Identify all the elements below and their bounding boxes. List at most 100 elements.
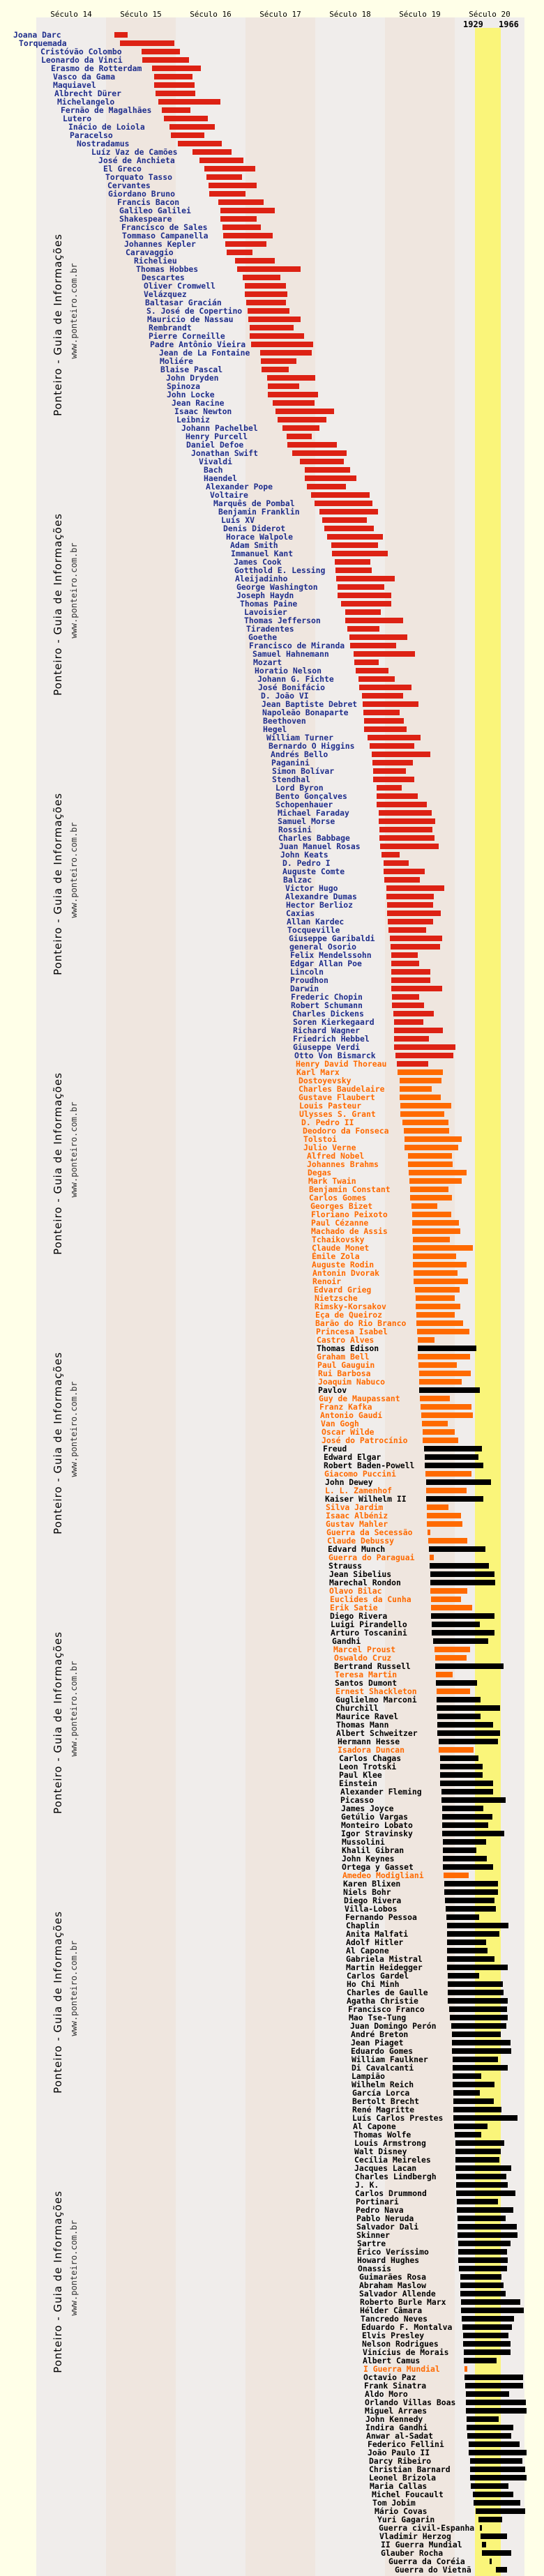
timeline-bar (448, 1998, 508, 2004)
timeline-bar (178, 141, 222, 146)
timeline-label: Anita Malfati (346, 1929, 409, 1939)
timeline-bar (432, 1630, 494, 1636)
timeline-bar (463, 2333, 508, 2338)
timeline-label: Charles Lindbergh (355, 2172, 437, 2181)
timeline-bar (381, 852, 400, 858)
timeline-label: Inácio de Loiola (68, 122, 145, 132)
timeline-bar (448, 1973, 479, 1979)
timeline-label: Gotthold E. Lessing (234, 565, 326, 575)
timeline-label: Paul Klee (339, 1770, 382, 1780)
timeline-label: Paganini (271, 758, 310, 768)
timeline-bar (164, 116, 208, 121)
timeline-label: Alexandre Dumas (285, 892, 357, 901)
watermark-title: Ponteiro - Guia de Informações (52, 1352, 64, 1534)
timeline-label: Otto Von Bismarck (294, 1051, 376, 1060)
timeline-bar (386, 894, 434, 899)
timeline-bar (315, 501, 372, 506)
timeline-label: Denis Diderot (223, 524, 286, 533)
timeline-bar (218, 199, 264, 205)
timeline-label: Descartes (142, 273, 185, 282)
timeline-label: Graham Bell (317, 1352, 370, 1362)
timeline-bar (220, 208, 275, 213)
timeline-label: Thomas Wolfe (354, 2130, 411, 2140)
timeline-bar (359, 685, 411, 690)
timeline-label: Al Capone (346, 1946, 389, 1956)
timeline-label: Nelson Rodrigues (362, 2339, 439, 2349)
timeline-bar (444, 1881, 498, 1887)
timeline-label: Marechal Rondon (329, 1578, 401, 1587)
timeline-bar (476, 2508, 525, 2514)
timeline-label: Guerra do Vietnã (395, 2565, 471, 2575)
timeline-label: Igor Stravinsky (341, 1829, 413, 1838)
timeline-label: Monteiro Lobato (341, 1820, 413, 1830)
timeline-label: Elvis Presley (362, 2331, 425, 2340)
timeline-label: John Keynes (342, 1854, 395, 1864)
timeline-label: John Kennedy (365, 2414, 423, 2424)
timeline-bar (418, 1354, 470, 1359)
timeline-label: Auguste Rodin (312, 1260, 375, 1270)
timeline-label: Oswaldo Cruz (334, 1653, 392, 1663)
timeline-bar (275, 409, 334, 414)
timeline-bar (430, 1580, 495, 1585)
timeline-bar (394, 1036, 429, 1042)
timeline-bar (311, 492, 370, 498)
timeline-label: Eça de Queiroz (315, 1310, 383, 1320)
timeline-bar (409, 1178, 462, 1184)
timeline-label: S. José de Copertino (146, 306, 243, 316)
timeline-label: Tommaso Campanella (122, 231, 209, 241)
timeline-bar (391, 969, 430, 975)
timeline-bar (372, 760, 413, 765)
timeline-bar (120, 40, 174, 46)
timeline-label: Leonardo da Vinci (41, 55, 123, 65)
timeline-label: Mussolini (342, 1837, 385, 1847)
timeline-bar (394, 1028, 443, 1033)
timeline-label: Christian Barnard (369, 2464, 451, 2474)
timeline-label: Samuel Morse (278, 816, 335, 826)
timeline-label: Andrés Bello (271, 749, 328, 759)
timeline-label: Horatio Nelson (255, 666, 322, 676)
timeline-bar (248, 308, 289, 314)
timeline-bar (142, 49, 180, 54)
timeline-label: Einstein (339, 1778, 377, 1788)
timeline-label: Jean Sibelius (329, 1569, 392, 1579)
timeline-bar (430, 1588, 467, 1594)
timeline-label: Érico Veríssimo (357, 2247, 429, 2257)
timeline-bar (427, 1521, 462, 1527)
timeline-bar (426, 1479, 491, 1485)
timeline-label: Mauricio de Nassau (147, 314, 234, 324)
watermark-url: www.ponteiro.com.br (69, 1940, 79, 2036)
timeline-label: Walt Disney (354, 2147, 407, 2156)
timeline-label: Maria Callas (370, 2481, 428, 2491)
timeline-bar (440, 1772, 483, 1778)
timeline-label: Frederic Chopin (291, 992, 363, 1002)
timeline-label: Skinner (356, 2230, 391, 2240)
timeline-label: Marcel Proust (333, 1645, 396, 1654)
timeline-label: Beethoven (263, 716, 306, 726)
timeline-bar (305, 475, 356, 481)
century-column (106, 17, 176, 2576)
timeline-label: José de Anchieta (98, 155, 175, 165)
timeline-bar (154, 82, 195, 88)
timeline-label: Adolf Hitler (346, 1937, 404, 1947)
timeline-label: Pablo Neruda (356, 2213, 414, 2223)
timeline-bar (466, 2408, 527, 2414)
timeline-label: Richard Wagner (293, 1026, 361, 1035)
timeline-label: Al Capone (353, 2121, 396, 2131)
timeline-label: Erasmo de Rotterdam (51, 63, 142, 73)
timeline-label: Abraham Maslow (359, 2280, 427, 2290)
timeline-bar (408, 1161, 453, 1167)
century-label: Século 15 (120, 10, 162, 19)
timeline-bar (490, 2559, 492, 2564)
timeline-bar (496, 2567, 507, 2573)
timeline-bar (364, 726, 407, 732)
timeline-bar (335, 567, 372, 573)
timeline-label: Ernest Shackleton (335, 1686, 417, 1696)
timeline-bar (322, 517, 367, 523)
timeline-bar (372, 752, 430, 757)
timeline-bar (437, 1697, 481, 1702)
timeline-bar (436, 1672, 453, 1677)
timeline-bar (405, 1136, 462, 1142)
timeline-label: Lampião (352, 2071, 386, 2081)
timeline-label: Anwar al-Sadat (366, 2431, 434, 2441)
timeline-bar (425, 1454, 478, 1460)
